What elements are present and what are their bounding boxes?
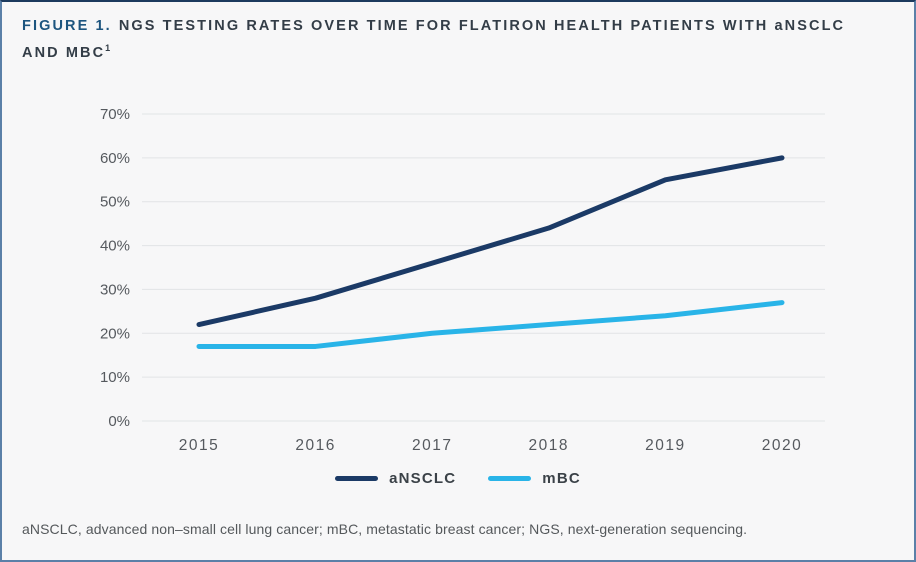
legend-label-ansclc: aNSCLC bbox=[389, 470, 457, 487]
series-line-ansclc bbox=[196, 155, 785, 328]
figure-number: FIGURE 1. bbox=[22, 18, 112, 34]
figure-title-line1: NGS TESTING RATES OVER TIME FOR FLATIRON… bbox=[118, 18, 846, 34]
y-axis-tick-label: 10% bbox=[100, 369, 130, 386]
legend-swatch-ansclc bbox=[335, 476, 379, 481]
legend-label-mbc: mBC bbox=[542, 470, 581, 487]
y-axis-tick-label: 50% bbox=[100, 194, 130, 211]
x-axis-tick-label: 2020 bbox=[762, 437, 802, 454]
legend-swatch-mbc bbox=[488, 476, 532, 481]
figure-title-line2: AND MBC bbox=[22, 45, 106, 61]
y-axis-tick-label: 20% bbox=[100, 325, 130, 342]
chart-legend: aNSCLC mBC bbox=[2, 470, 914, 487]
legend-item-mbc: mBC bbox=[488, 470, 581, 487]
figure-title: FIGURE 1. NGS TESTING RATES OVER TIME FOR… bbox=[22, 15, 896, 64]
x-axis-tick-label: 2016 bbox=[295, 437, 335, 454]
figure-footnote: aNSCLC, advanced non–small cell lung can… bbox=[22, 521, 748, 537]
legend-item-ansclc: aNSCLC bbox=[335, 470, 456, 487]
y-axis-tick-label: 70% bbox=[100, 106, 130, 123]
x-axis-tick-label: 2018 bbox=[529, 437, 569, 454]
x-axis-tick-label: 2017 bbox=[412, 437, 452, 454]
y-axis-tick-label: 0% bbox=[108, 413, 130, 430]
x-axis-tick-label: 2019 bbox=[645, 437, 685, 454]
figure-title-superscript: 1 bbox=[105, 43, 112, 53]
y-axis-tick-label: 30% bbox=[100, 281, 130, 298]
y-axis-tick-label: 40% bbox=[100, 238, 130, 255]
y-axis-tick-label: 60% bbox=[100, 150, 130, 167]
x-axis-tick-label: 2015 bbox=[179, 437, 219, 454]
series-line-mbc bbox=[196, 300, 785, 349]
line-chart: 0% 10% 20% 30% 40% 50% 60% 70% 2015 2016 2017 2018 2… bbox=[100, 106, 825, 454]
